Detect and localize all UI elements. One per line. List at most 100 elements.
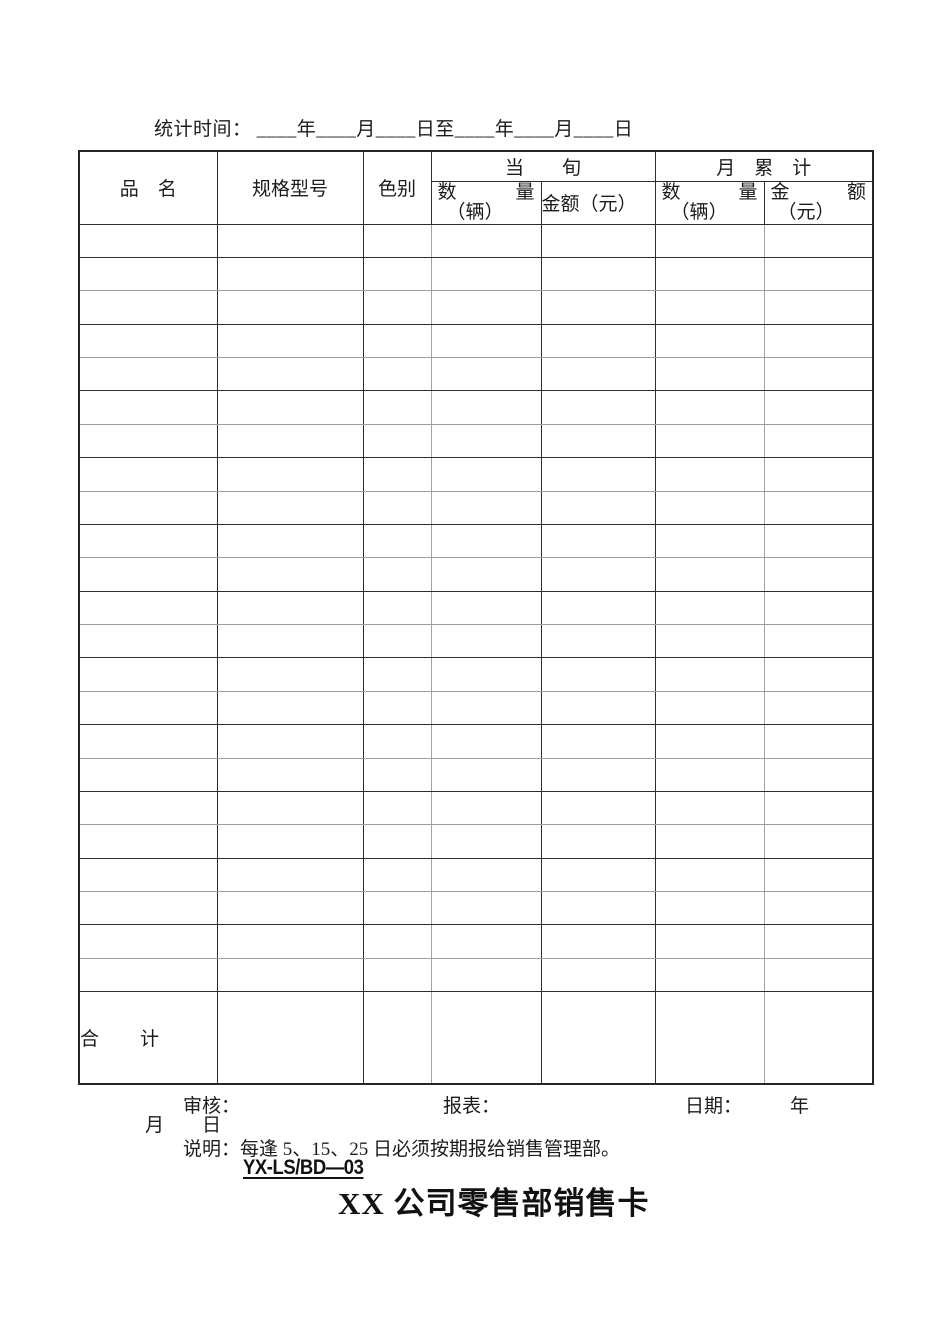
empty-cell	[764, 557, 874, 592]
empty-cell	[431, 924, 542, 959]
table-row	[79, 257, 874, 292]
empty-cell	[363, 991, 432, 1084]
qty-unit: （辆）	[446, 201, 504, 223]
empty-cell	[431, 791, 542, 826]
empty-cell	[217, 390, 364, 425]
empty-cell	[541, 824, 656, 859]
table-row	[79, 824, 874, 859]
empty-cell	[431, 724, 542, 759]
empty-cell	[541, 791, 656, 826]
empty-cell	[217, 524, 364, 559]
empty-cell	[655, 324, 765, 359]
empty-cell	[431, 958, 542, 993]
empty-cell	[363, 390, 432, 425]
empty-cell	[655, 424, 765, 459]
empty-cell	[363, 491, 432, 525]
header-current-period-group: 当 旬	[431, 151, 656, 182]
year-char: 年	[790, 1096, 810, 1117]
empty-cell	[541, 958, 656, 993]
empty-cell	[764, 591, 874, 626]
empty-cell	[655, 824, 765, 859]
header-month-amount: 金 额 （元）	[764, 181, 874, 225]
empty-cell	[764, 924, 874, 959]
empty-cell	[363, 891, 432, 926]
empty-cell	[431, 591, 542, 626]
empty-cell	[764, 691, 874, 726]
amount-char-first: 金	[770, 181, 790, 203]
empty-cell	[79, 290, 218, 325]
empty-cell	[79, 424, 218, 459]
empty-cell	[541, 891, 656, 926]
header-month-total-group: 月 累 计	[655, 151, 874, 182]
empty-cell	[217, 691, 364, 726]
empty-cell	[764, 324, 874, 359]
empty-cell	[217, 791, 364, 826]
header-current-quantity: 数 量 （辆）	[431, 181, 542, 225]
empty-cell	[541, 724, 656, 759]
header-spec-model: 规格型号	[217, 151, 364, 225]
empty-cell	[79, 858, 218, 893]
empty-cell	[431, 624, 542, 659]
empty-cell	[541, 491, 656, 525]
empty-cell	[217, 257, 364, 292]
empty-cell	[655, 657, 765, 692]
empty-cell	[541, 257, 656, 292]
empty-cell	[79, 357, 218, 392]
empty-cell	[217, 657, 364, 692]
empty-cell	[655, 257, 765, 292]
empty-cell	[431, 357, 542, 392]
empty-cell	[363, 457, 432, 492]
empty-cell	[363, 524, 432, 559]
empty-cell	[431, 657, 542, 692]
empty-cell	[79, 224, 218, 258]
empty-cell	[217, 491, 364, 525]
empty-cell	[655, 758, 765, 792]
empty-cell	[655, 858, 765, 893]
report-label: 报表：	[443, 1096, 501, 1117]
empty-cell	[655, 591, 765, 626]
empty-cell	[655, 491, 765, 525]
amount-char-second: 额	[847, 181, 867, 203]
empty-cell	[363, 424, 432, 459]
empty-cell	[79, 958, 218, 993]
empty-cell	[541, 557, 656, 592]
empty-cell	[541, 657, 656, 692]
table-row	[79, 457, 874, 492]
empty-cell	[655, 290, 765, 325]
empty-cell	[217, 324, 364, 359]
empty-cell	[655, 224, 765, 258]
empty-cell	[217, 224, 364, 258]
empty-cell	[79, 591, 218, 626]
empty-cell	[79, 457, 218, 492]
empty-cell	[764, 724, 874, 759]
empty-cell	[363, 724, 432, 759]
table-row	[79, 657, 874, 692]
empty-cell	[764, 357, 874, 392]
empty-cell	[764, 290, 874, 325]
table-row	[79, 324, 874, 359]
empty-cell	[655, 557, 765, 592]
table-row	[79, 724, 874, 759]
empty-cell	[79, 791, 218, 826]
table-row	[79, 691, 874, 726]
empty-cell	[541, 324, 656, 359]
total-label: 合 计	[79, 991, 218, 1084]
empty-cell	[363, 924, 432, 959]
empty-cell	[541, 858, 656, 893]
empty-cell	[764, 824, 874, 859]
empty-cell	[541, 524, 656, 559]
empty-cell	[79, 524, 218, 559]
table-row	[79, 290, 874, 325]
table-row	[79, 858, 874, 893]
empty-cell	[541, 224, 656, 258]
empty-cell	[541, 924, 656, 959]
empty-cell	[217, 624, 364, 659]
empty-cell	[217, 891, 364, 926]
empty-cell	[217, 290, 364, 325]
empty-cell	[363, 691, 432, 726]
empty-cell	[431, 891, 542, 926]
empty-rows	[79, 224, 874, 993]
empty-cell	[217, 824, 364, 859]
sales-table: 品 名 规格型号 色别 当 旬 月 累 计 数量 （辆） 金额（元） 数量 （辆…	[78, 150, 875, 1085]
empty-cell	[655, 891, 765, 926]
